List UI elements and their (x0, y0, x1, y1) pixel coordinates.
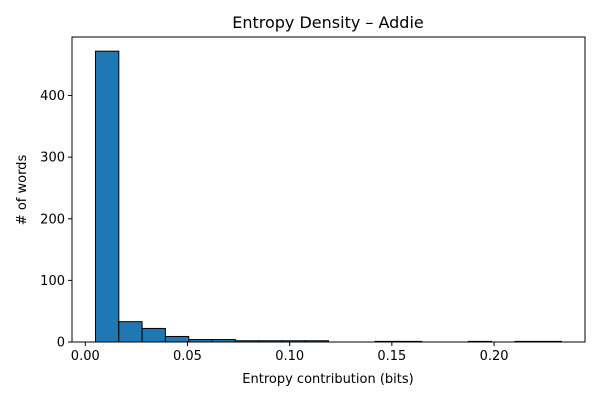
y-tick-label: 100 (40, 274, 65, 289)
y-axis-label: # of words (15, 155, 30, 226)
y-tick-label: 0 (57, 336, 65, 351)
x-tick-label: 0.05 (173, 349, 202, 364)
x-tick-label: 0.00 (71, 349, 100, 364)
histogram-bar-2 (141, 327, 166, 343)
y-tick-label: 400 (40, 89, 65, 104)
y-tick-label: 200 (40, 212, 65, 227)
x-tick-label: 0.15 (377, 349, 406, 364)
histogram-bar-1 (118, 321, 143, 343)
plot-frame (71, 36, 586, 343)
x-axis-ticks: 0.00 0.05 0.10 0.15 0.20 (71, 342, 509, 364)
x-axis-label: Entropy contribution (bits) (242, 372, 413, 387)
histogram-bar-3 (164, 335, 190, 343)
x-tick-label: 0.10 (275, 349, 304, 364)
y-tick-label: 300 (40, 151, 65, 166)
x-tick-label: 0.20 (480, 349, 509, 364)
y-axis-ticks: 0 100 200 300 400 (40, 89, 72, 351)
histogram-bars (95, 50, 562, 343)
chart-title: Entropy Density – Addie (232, 13, 424, 32)
histogram-bar-0 (95, 50, 120, 343)
